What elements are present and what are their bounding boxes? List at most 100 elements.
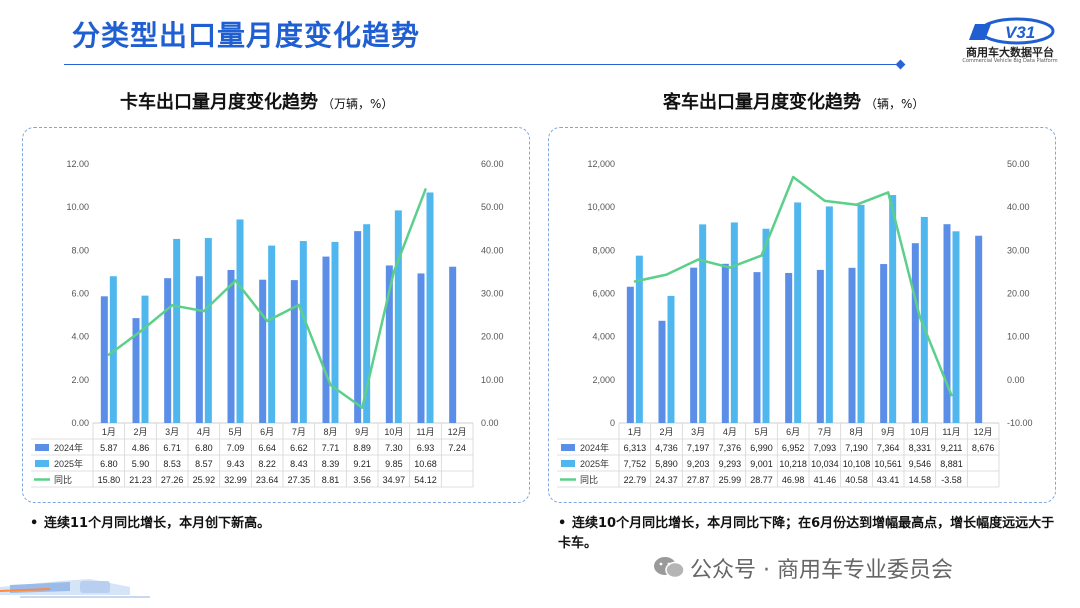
table-cell: 10,034	[811, 459, 839, 469]
truck-note: • 连续11个月同比增长，本月创下新高。	[30, 514, 530, 534]
table-cell: 40.58	[845, 475, 868, 485]
x-tick-label: 8月	[323, 427, 337, 437]
y-left-tick-label: 12,000	[587, 159, 615, 169]
y-right-tick-label: 30.00	[481, 289, 504, 299]
yoy-point	[950, 394, 953, 397]
table-cell: 6.62	[290, 443, 308, 453]
bar-2024	[848, 267, 856, 423]
table-cell: 8.53	[163, 459, 181, 469]
yoy-point	[424, 188, 427, 191]
bar-2024	[259, 279, 267, 423]
logo-icon: V31	[969, 17, 1055, 45]
table-cell: 6,313	[624, 443, 647, 453]
bus-chart-panel: 0 2,000 4,000 6,000 8,000 10,000 12,000 -10.00 0…	[548, 127, 1056, 503]
wechat-account-label: 公众号 · 商用车专业委员会	[690, 558, 953, 583]
bar-2024	[626, 286, 634, 423]
bar-2025	[825, 206, 833, 423]
table-cell: 5,890	[655, 459, 678, 469]
yoy-point	[202, 309, 206, 313]
table-cell: 5.90	[132, 459, 150, 469]
bar-2025	[109, 276, 117, 423]
bar-2024	[100, 296, 108, 423]
legend-label: 同比	[54, 474, 72, 485]
bar-2024	[943, 224, 951, 423]
bar-2025	[331, 241, 339, 423]
yoy-point	[696, 258, 700, 261]
bus-chart-unit: （辆，%）	[865, 97, 925, 111]
bar-2025	[141, 295, 149, 423]
y-right-tick-label: 40.00	[481, 245, 504, 255]
truck-chart-title-text: 卡车出口量月度变化趋势	[120, 92, 318, 113]
legend-label: 2024年	[54, 442, 83, 453]
yoy-point	[918, 315, 922, 319]
bar-2024	[417, 273, 425, 423]
bar-2024	[816, 269, 824, 423]
bar-2024	[132, 318, 140, 423]
x-tick-label: 11月	[942, 427, 960, 437]
x-tick-label: 2月	[133, 427, 147, 437]
x-tick-label: 3月	[165, 427, 179, 437]
x-tick-label: 6月	[260, 427, 274, 437]
legend-label: 2025年	[580, 458, 609, 469]
x-tick-label: 1月	[628, 427, 642, 437]
x-tick-label: 10月	[910, 427, 929, 437]
y-right-tick-label: 20.00	[481, 332, 504, 342]
y-left-tick-label: 8.00	[71, 245, 89, 255]
bar-2025	[889, 195, 897, 423]
yoy-point	[760, 254, 763, 257]
yoy-point	[886, 191, 890, 194]
bar-2025	[173, 238, 181, 423]
table-cell: 6,952	[782, 443, 805, 453]
table-cell: 6.80	[195, 443, 213, 453]
yoy-point	[360, 406, 364, 409]
table-cell: 7.09	[227, 443, 245, 453]
yoy-point	[170, 304, 174, 307]
table-cell: 7,190	[845, 443, 868, 453]
bus-chart: 0 2,000 4,000 6,000 8,000 10,000 12,000 -10.00 0…	[557, 159, 1033, 488]
yoy-point	[329, 383, 332, 387]
table-cell: 54.12	[414, 475, 437, 485]
table-cell: 8.39	[322, 459, 340, 469]
y-right-tick-label: 50.00	[1007, 159, 1030, 169]
bar-2025	[299, 241, 307, 423]
bar-2025	[730, 222, 738, 423]
table-cell: 25.92	[193, 475, 216, 485]
x-tick-label: 3月	[691, 427, 705, 437]
x-tick-label: 4月	[723, 427, 737, 437]
page-title: 分类型出口量月度变化趋势	[72, 19, 421, 52]
bar-2025	[426, 192, 434, 423]
table-cell: 27.26	[161, 475, 184, 485]
x-tick-label: 2月	[659, 427, 673, 437]
bar-2025	[635, 255, 643, 423]
legend-swatch-1	[35, 460, 49, 467]
x-tick-label: 9月	[355, 427, 369, 437]
bus-chart-title-text: 客车出口量月度变化趋势	[663, 92, 861, 113]
table-cell: 7.30	[385, 443, 403, 453]
table-cell: 6.71	[163, 443, 181, 453]
table-cell: 6,990	[750, 443, 773, 453]
table-cell: 10,108	[843, 459, 871, 469]
table-cell: 27.35	[288, 475, 311, 485]
table-cell: 6.93	[417, 443, 435, 453]
bar-2025	[699, 224, 707, 423]
table-cell: 25.99	[719, 475, 742, 485]
yoy-point	[392, 270, 396, 274]
table-cell: 8,331	[909, 443, 932, 453]
table-cell: 8,881	[940, 459, 963, 469]
bus-note-text: 连续10个月同比增长，本月同比下降；在6月份达到增幅最高点，增长幅度远远大于卡车…	[558, 516, 1055, 551]
y-left-tick-label: 2.00	[71, 375, 89, 385]
table-cell: 7.24	[448, 443, 466, 453]
bar-2025	[667, 295, 675, 423]
yoy-point	[297, 303, 301, 307]
table-cell: 9,001	[750, 459, 773, 469]
legend-label: 2024年	[580, 442, 609, 453]
bar-2024	[721, 263, 729, 423]
bus-note: • 连续10个月同比增长，本月同比下降；在6月份达到增幅最高点，增长幅度远远大于卡…	[558, 514, 1058, 554]
bar-2024	[322, 256, 330, 423]
table-cell: 8,676	[972, 443, 995, 453]
x-tick-label: 1月	[102, 427, 116, 437]
y-left-tick-label: 0	[610, 418, 615, 428]
yoy-point	[823, 199, 827, 203]
table-cell: 15.80	[98, 475, 121, 485]
bar-2025	[794, 202, 802, 423]
